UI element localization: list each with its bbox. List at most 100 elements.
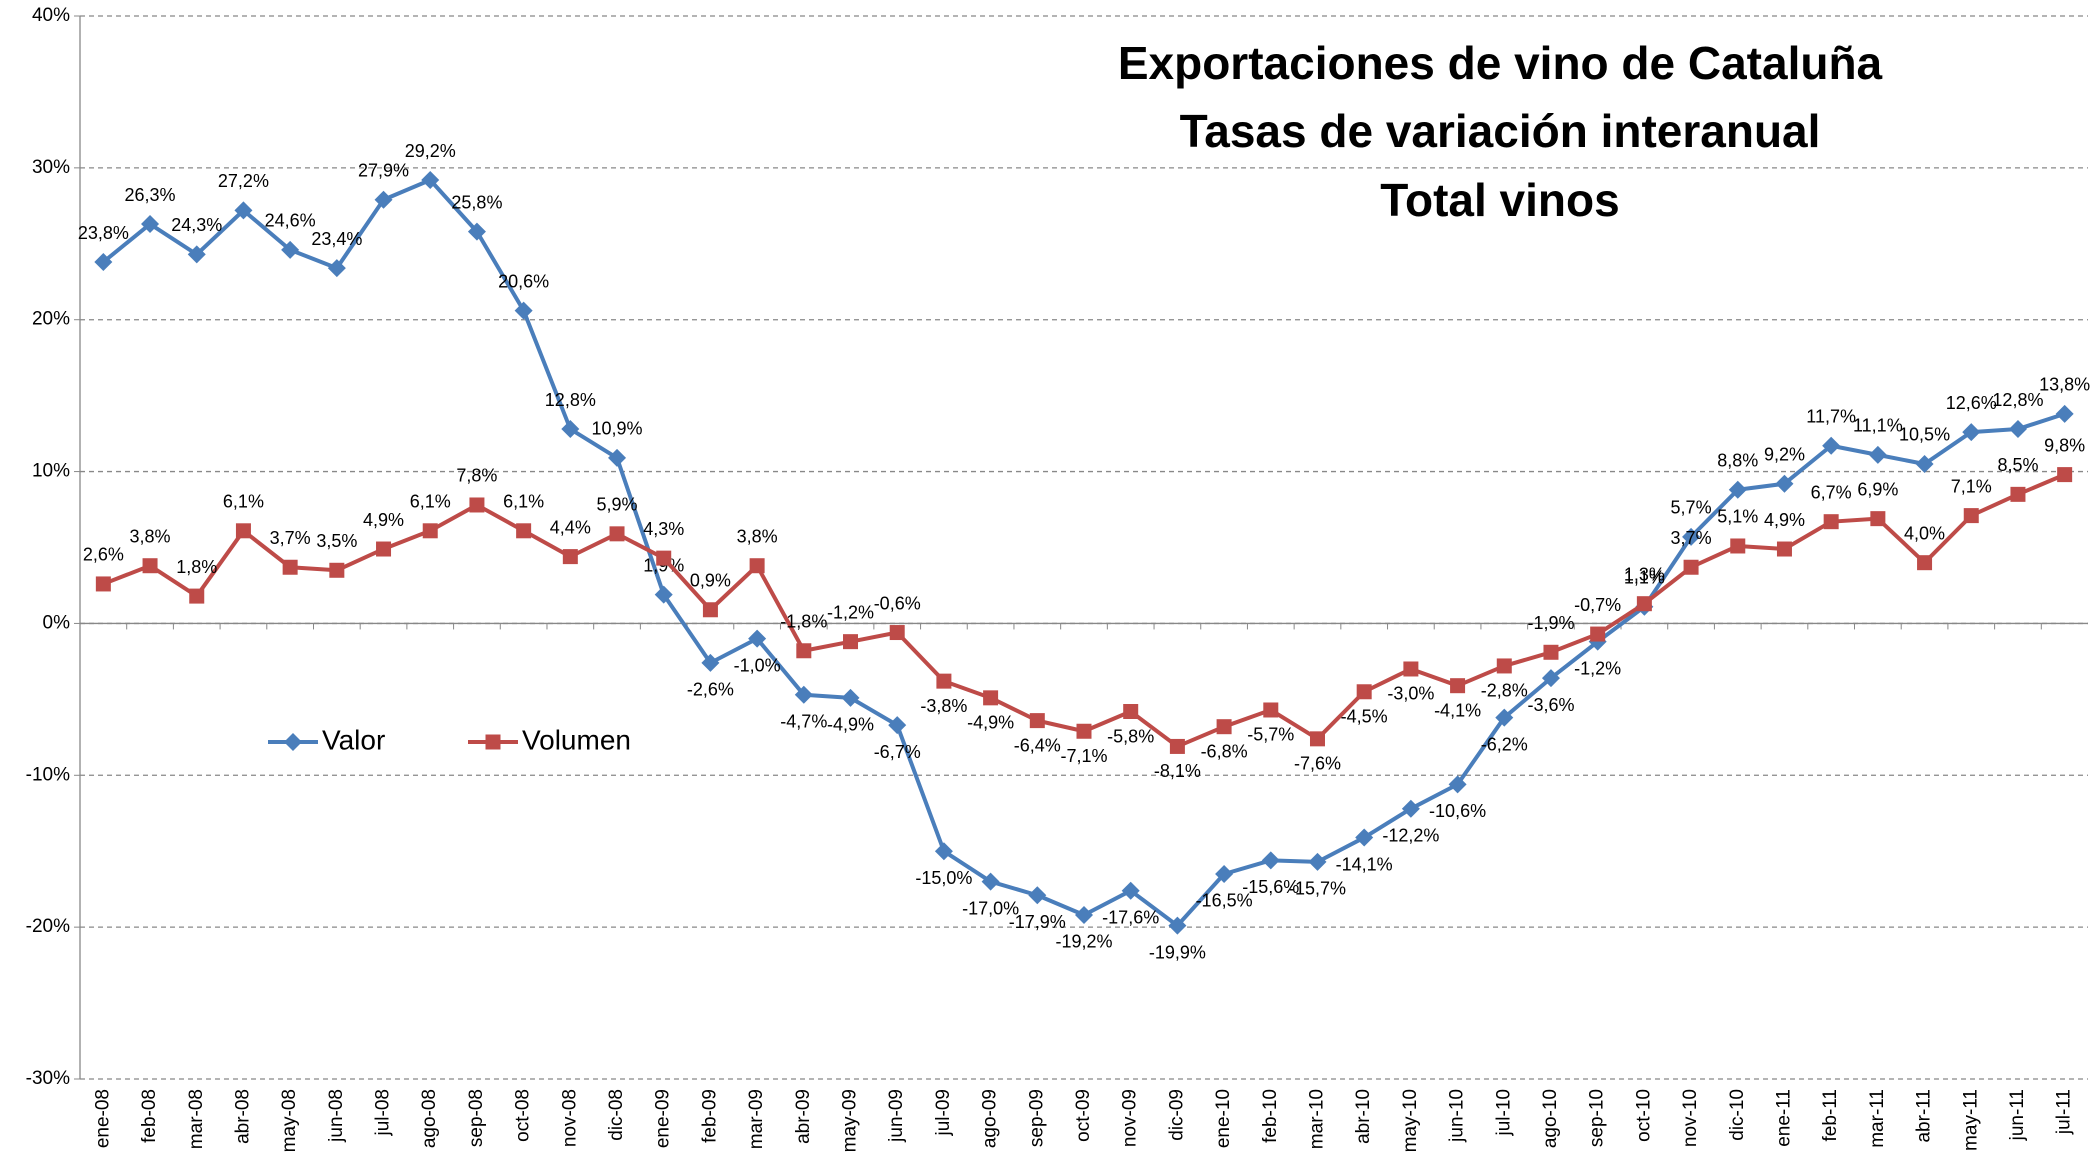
data-label: -19,2% bbox=[1055, 932, 1112, 952]
data-label: 8,8% bbox=[1717, 451, 1758, 471]
x-tick-label: mar-09 bbox=[746, 1089, 767, 1149]
data-label: 6,1% bbox=[223, 492, 264, 512]
point bbox=[1261, 851, 1280, 870]
point bbox=[374, 190, 393, 209]
x-tick-label: mar-11 bbox=[1867, 1089, 1888, 1148]
data-label: -17,0% bbox=[962, 898, 1019, 918]
x-tick-label: abr-10 bbox=[1353, 1089, 1374, 1144]
data-label: 20,6% bbox=[498, 271, 549, 291]
line bbox=[102, 178, 2066, 928]
x-tick-label: feb-10 bbox=[1260, 1089, 1281, 1143]
x-tick-label: jul-10 bbox=[1493, 1089, 1514, 1136]
point bbox=[1870, 511, 1886, 527]
x-tick-label: may-09 bbox=[840, 1089, 861, 1152]
x-tick-label: may-11 bbox=[1960, 1089, 1981, 1151]
point bbox=[1216, 719, 1232, 735]
data-label: 3,7% bbox=[1671, 528, 1712, 548]
data-label: -4,9% bbox=[967, 713, 1014, 733]
data-label: -4,9% bbox=[827, 715, 874, 735]
x-tick-label: jul-11 bbox=[2054, 1089, 2075, 1135]
data-label: 0,9% bbox=[690, 571, 731, 591]
legend-label: Valor bbox=[322, 724, 385, 755]
data-label: -12,2% bbox=[1382, 825, 1439, 845]
data-label: 10,9% bbox=[591, 419, 642, 439]
x-tick-label: ago-10 bbox=[1540, 1089, 1561, 1148]
x-tick-label: oct-08 bbox=[513, 1089, 534, 1142]
point bbox=[1263, 702, 1279, 718]
x-tick-label: ene-11 bbox=[1773, 1089, 1794, 1147]
data-label: 23,8% bbox=[78, 223, 129, 243]
point bbox=[1962, 423, 1981, 442]
data-label: -19,9% bbox=[1149, 942, 1206, 962]
data-label: 4,9% bbox=[1764, 510, 1805, 530]
data-label: -4,1% bbox=[1434, 700, 1481, 720]
point bbox=[469, 497, 485, 513]
x-tick-label: dic-09 bbox=[1166, 1089, 1187, 1141]
x-tick-label: may-08 bbox=[279, 1089, 300, 1152]
data-label: 24,6% bbox=[265, 211, 316, 231]
y-tick-label: 30% bbox=[32, 157, 70, 178]
point bbox=[2057, 467, 2073, 483]
data-label: 7,8% bbox=[456, 466, 497, 486]
point bbox=[1075, 905, 1093, 924]
data-label: 3,8% bbox=[737, 526, 778, 546]
data-label: -3,8% bbox=[920, 696, 967, 716]
data-label: 29,2% bbox=[405, 141, 456, 161]
point bbox=[1917, 555, 1933, 571]
point bbox=[1822, 436, 1841, 455]
x-tick-label: sep-09 bbox=[1026, 1089, 1047, 1147]
point bbox=[609, 526, 625, 542]
point bbox=[422, 523, 438, 539]
x-tick-label: feb-11 bbox=[1820, 1089, 1841, 1141]
data-label: -2,6% bbox=[687, 680, 734, 700]
x-tick-label: oct-10 bbox=[1633, 1089, 1654, 1142]
point bbox=[2010, 486, 2026, 502]
data-label: 7,1% bbox=[1951, 476, 1992, 496]
point bbox=[1448, 775, 1467, 794]
data-label: 25,8% bbox=[451, 192, 502, 212]
point bbox=[702, 602, 718, 618]
x-tick-label: nov-08 bbox=[559, 1089, 580, 1147]
y-tick-label: -30% bbox=[26, 1068, 70, 1089]
data-label: -17,6% bbox=[1102, 907, 1159, 927]
point bbox=[1775, 474, 1794, 493]
x-tick-label: jun-10 bbox=[1447, 1089, 1468, 1143]
data-label: 6,1% bbox=[410, 492, 451, 512]
data-label: -10,6% bbox=[1429, 801, 1486, 821]
point bbox=[1356, 684, 1372, 700]
x-tick-label: ene-09 bbox=[653, 1089, 674, 1148]
data-label: -6,8% bbox=[1201, 741, 1248, 761]
data-label: 10,5% bbox=[1899, 425, 1950, 445]
data-label: 12,8% bbox=[1992, 390, 2043, 410]
point bbox=[1868, 445, 1887, 464]
point bbox=[888, 716, 907, 735]
x-tick-label: may-10 bbox=[1400, 1089, 1421, 1152]
x-tick-label: oct-09 bbox=[1073, 1089, 1094, 1142]
point bbox=[794, 685, 813, 704]
point bbox=[1543, 644, 1559, 660]
point bbox=[1169, 738, 1185, 754]
point bbox=[1682, 527, 1701, 546]
x-tick-label: abr-08 bbox=[232, 1089, 253, 1144]
x-tick-label: sep-10 bbox=[1587, 1089, 1608, 1147]
point bbox=[467, 222, 486, 241]
data-label: -15,6% bbox=[1242, 877, 1299, 897]
point bbox=[1123, 704, 1139, 720]
point bbox=[701, 653, 720, 672]
data-label: -16,5% bbox=[1196, 891, 1253, 911]
point bbox=[654, 585, 673, 604]
x-tick-label: ene-08 bbox=[92, 1089, 113, 1148]
data-label: 24,3% bbox=[171, 215, 222, 235]
x-tick-label: ago-09 bbox=[980, 1089, 1001, 1148]
data-label: -7,6% bbox=[1294, 754, 1341, 774]
point bbox=[514, 301, 533, 320]
chart-title: Tasas de variación interanual bbox=[1180, 105, 1821, 157]
data-label: 11,1% bbox=[1853, 416, 1903, 436]
point bbox=[1215, 864, 1234, 883]
point bbox=[1309, 731, 1325, 747]
data-label: 4,9% bbox=[363, 510, 404, 530]
x-tick-label: feb-08 bbox=[139, 1089, 160, 1143]
data-label: -15,7% bbox=[1289, 879, 1346, 899]
point bbox=[329, 562, 345, 578]
